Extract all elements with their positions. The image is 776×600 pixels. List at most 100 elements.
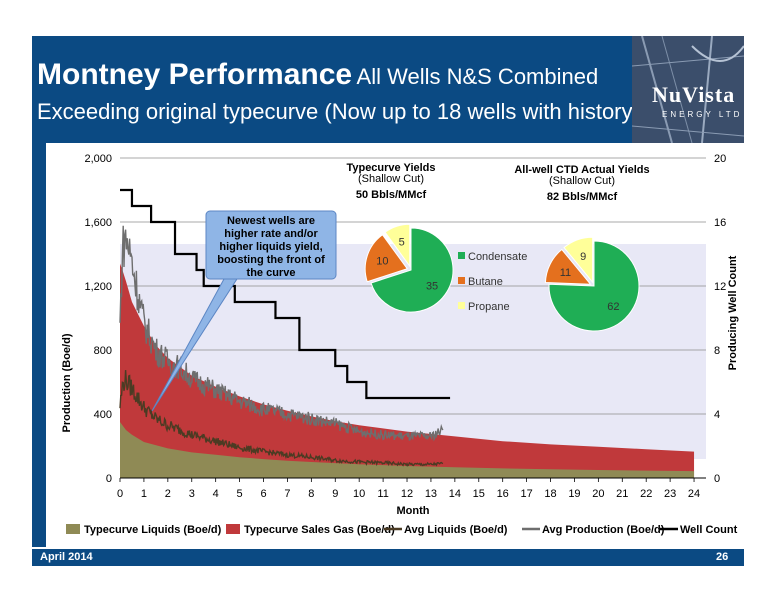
page-number: 26 <box>716 551 729 563</box>
y2-tick-labels: 0 4 8 12 16 20 <box>714 153 726 485</box>
x-tick-label: 4 <box>213 488 219 500</box>
page-subtitle: Exceeding original typecurve (Now up to … <box>37 99 640 124</box>
series-step-well-count <box>120 188 451 400</box>
x-tick-label: 22 <box>640 488 652 500</box>
chart-legend: Typecurve Liquids (Boe/d) Typecurve Sales… <box>66 524 738 536</box>
pie-value-label: 5 <box>399 236 405 248</box>
pie-slice-butane <box>364 234 409 283</box>
x-tick-label: 0 <box>117 488 123 500</box>
title-main: Montney Performance <box>37 58 353 91</box>
pie-slice-propane <box>384 223 411 268</box>
y2-tick-label: 20 <box>714 153 726 165</box>
pie-legend-label: Propane <box>468 301 510 313</box>
x-tick-label: 24 <box>688 488 700 500</box>
pie-total: 82 Bbls/MMcf <box>547 191 618 203</box>
pie-value-label: 62 <box>607 301 619 313</box>
y2-tick-label: 8 <box>714 345 720 357</box>
yield-pies: Typecurve Yields(Shallow Cut)50 Bbls/MMc… <box>346 162 650 332</box>
x-tick-label: 2 <box>165 488 171 500</box>
x-tick-label: 10 <box>353 488 365 500</box>
pie-legend-swatch <box>458 252 465 259</box>
x-tick-label: 13 <box>425 488 437 500</box>
x-tick-label: 3 <box>189 488 195 500</box>
footer-date: April 2014 <box>40 551 93 563</box>
pie-subtitle: (Shallow Cut) <box>549 175 615 187</box>
y2-tick-label: 4 <box>714 409 720 421</box>
x-tick-label: 21 <box>616 488 628 500</box>
logo-background-icon <box>632 36 744 143</box>
pie-title: Typecurve Yields <box>346 162 435 174</box>
pie-legend-label: Condensate <box>468 251 527 263</box>
x-tick-label: 15 <box>473 488 485 500</box>
x-tick-label: 14 <box>449 488 461 500</box>
y2-tick-label: 12 <box>714 281 726 293</box>
footer-bar <box>32 549 744 566</box>
y-tick-label: 1,200 <box>84 281 112 293</box>
production-chart: 0 1 2 3 4 5 6 7 8 9 10 11 12 13 14 15 16 17 18 19 20 21 22 23 24… <box>61 153 739 536</box>
legend-swatch <box>226 524 240 534</box>
x-tick-label: 5 <box>237 488 243 500</box>
x-tick-label: 6 <box>260 488 266 500</box>
legend-label: Typecurve Sales Gas (Boe/d) <box>244 524 395 536</box>
x-tick-label: 12 <box>401 488 413 500</box>
x-tick-label: 11 <box>377 488 388 500</box>
area-series <box>120 263 695 478</box>
legend-label: Well Count <box>680 524 738 536</box>
pie-slice-condensate <box>370 227 454 313</box>
y-tick-labels: 0 400 800 1,200 1,600 2,000 <box>84 153 112 485</box>
y-tick-label: 1,600 <box>84 217 112 229</box>
pie-legend-label: Butane <box>468 276 503 288</box>
callout-text-line: boosting the front of <box>217 254 325 266</box>
company-logo: NuVista ENERGY LTD <box>632 36 744 143</box>
x-tick-label: 20 <box>592 488 604 500</box>
x-tick-label: 17 <box>520 488 532 500</box>
callout-text-line: higher liquids yield, <box>219 241 322 253</box>
series-line-2 <box>119 370 444 467</box>
logo-subtext: ENERGY LTD <box>662 110 743 119</box>
pie-value-label: 11 <box>560 267 571 279</box>
x-tick-label: 8 <box>308 488 314 500</box>
pie-subtitle: (Shallow Cut) <box>358 173 424 185</box>
x-axis-title: Month <box>397 505 430 517</box>
pie-value-label: 10 <box>376 256 388 268</box>
legend-label: Avg Production (Boe/d) <box>542 524 665 536</box>
pie-slice-butane <box>544 248 592 285</box>
y-tick-label: 800 <box>94 345 112 357</box>
x-tick-label: 18 <box>544 488 556 500</box>
pie-title: All-well CTD Actual Yields <box>514 164 649 176</box>
callout-bubble <box>205 210 337 280</box>
y2-axis-title: Producing Well Count <box>727 255 739 370</box>
pie-legend-swatch <box>458 302 465 309</box>
legend-label: Typecurve Liquids (Boe/d) <box>84 524 222 536</box>
y2-tick-label: 0 <box>714 473 720 485</box>
logo-wordmark: NuVista <box>652 82 736 107</box>
line-series <box>119 188 451 467</box>
y-tick-label: 0 <box>106 473 112 485</box>
y2-tick-label: 16 <box>714 217 726 229</box>
x-tick-labels: 0 1 2 3 4 5 6 7 8 9 10 11 12 13 14 15 16 17 18 19 20 21 22 23 24 <box>117 478 700 500</box>
left-accent-bar <box>32 143 46 547</box>
y-tick-label: 2,000 <box>84 153 112 165</box>
pie-legend-swatch <box>458 277 465 284</box>
legend-swatch <box>66 524 80 534</box>
callout-text-line: the curve <box>247 267 296 279</box>
series-line-3 <box>119 225 444 442</box>
pie-value-label: 35 <box>426 280 438 292</box>
x-tick-label: 7 <box>284 488 290 500</box>
x-tick-label: 19 <box>568 488 580 500</box>
title-banner <box>32 36 632 143</box>
y-axis-title: Production (Boe/d) <box>61 333 73 432</box>
x-tick-label: 1 <box>141 488 147 500</box>
title-sub: All Wells N&S Combined <box>356 64 599 89</box>
page-title: Montney Performance All Wells N&S Combin… <box>37 58 598 92</box>
callout-text-line: Newest wells are <box>227 215 315 227</box>
callout-text-line: higher rate and/or <box>224 228 318 240</box>
x-tick-label: 9 <box>332 488 338 500</box>
x-tick-label: 23 <box>664 488 676 500</box>
series-area-1 <box>120 263 695 478</box>
x-tick-label: 16 <box>497 488 509 500</box>
pie-total: 50 Bbls/MMcf <box>356 189 427 201</box>
series-area-0 <box>120 422 695 478</box>
